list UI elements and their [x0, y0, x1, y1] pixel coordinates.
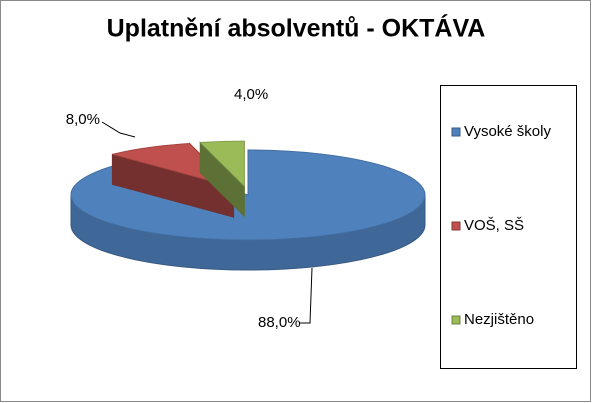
legend-swatch: [451, 221, 461, 231]
legend-label: VOŠ, SŠ: [464, 217, 524, 234]
legend-swatch: [451, 127, 461, 137]
pie-slice: [199, 140, 245, 188]
legend-swatch: [451, 315, 461, 325]
pie-slice: [112, 143, 236, 189]
legend-label: Vysoké školy: [464, 123, 551, 140]
legend-label: Nezjištěno: [464, 311, 534, 328]
leader-line: [101, 121, 136, 138]
legend-box: [440, 85, 577, 369]
data-label: 88,0%: [258, 314, 301, 331]
leader-line: [300, 267, 313, 324]
chart-title: Uplatnění absolventů - OKTÁVA: [107, 14, 486, 43]
data-label: 8,0%: [66, 111, 100, 128]
data-label: 4,0%: [234, 86, 268, 103]
